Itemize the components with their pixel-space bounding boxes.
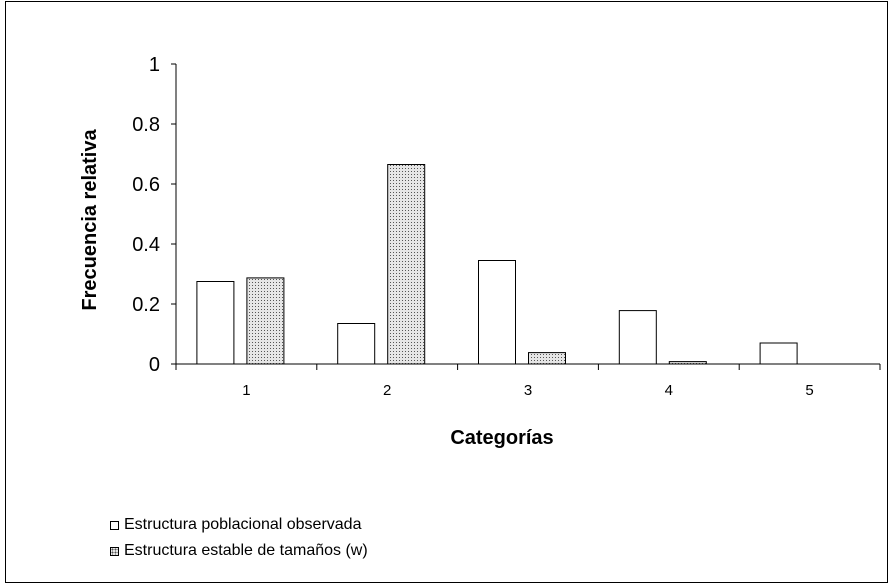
y-tick-label: 0: [149, 354, 160, 376]
x-tick-label: 2: [383, 382, 391, 399]
x-tick-label: 4: [665, 382, 673, 399]
x-axis-title: Categorías: [450, 427, 553, 449]
x-tick-label: 5: [805, 382, 813, 399]
bar-observed: [618, 310, 657, 365]
legend-item-stable: Estructura estable de tamaños (w): [110, 538, 368, 564]
legend-label-stable: Estructura estable de tamaños (w): [124, 542, 368, 559]
y-axis-ticks: 0 0.2 0.4 0.6 0.8 1: [132, 54, 176, 376]
legend-swatch-stable: [110, 546, 119, 556]
y-tick-label: 0.4: [132, 234, 160, 256]
bar-stable: [246, 277, 285, 365]
x-axis-ticks: 1 2 3 4 5: [175, 364, 881, 399]
x-tick-label: 1: [242, 382, 250, 399]
legend-swatch-observed: [110, 520, 119, 530]
legend-label-observed: Estructura poblacional observada: [124, 516, 362, 533]
bar-observed: [196, 281, 235, 365]
legend-item-observed: Estructura poblacional observada: [110, 512, 368, 538]
y-tick-label: 0.2: [132, 294, 160, 316]
y-tick-label: 0.6: [132, 174, 160, 196]
y-tick-label: 0.8: [132, 114, 160, 136]
y-axis-title: Frecuencia relativa: [79, 129, 101, 311]
x-tick-label: 3: [524, 382, 532, 399]
chart-frame: [5, 1, 888, 583]
bars: [196, 164, 798, 365]
bar-observed: [478, 260, 516, 365]
y-tick-label: 1: [149, 54, 160, 76]
bar-stable: [387, 164, 426, 365]
bar-observed: [337, 323, 376, 365]
bar-observed: [759, 342, 798, 365]
legend: Estructura poblacional observada Estruct…: [110, 512, 368, 564]
bar-stable: [528, 352, 566, 365]
